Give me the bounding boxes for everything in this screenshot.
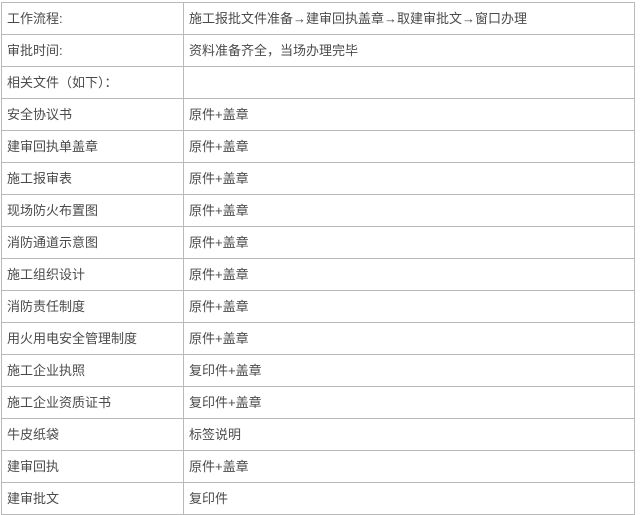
table-row: 消防责任制度 原件+盖章 [1,290,635,323]
row-label-cell: 建审批文 [1,482,184,515]
row-value-cell: 复印件+盖章 [183,354,635,387]
row-label-cell: 现场防火布置图 [1,194,184,227]
row-value-cell: 复印件 [183,482,635,515]
row-label-cell: 施工报审表 [1,162,184,195]
row-label-cell: 消防责任制度 [1,290,184,323]
row-value-cell [183,66,635,99]
row-value-cell: 原件+盖章 [183,130,635,163]
row-label-cell: 施工组织设计 [1,258,184,291]
row-label-cell: 建审回执单盖章 [1,130,184,163]
table-row: 施工企业资质证书 复印件+盖章 [1,386,635,419]
row-label-cell: 消防通道示意图 [1,226,184,259]
table-row: 审批时间: 资料准备齐全，当场办理完毕 [1,34,635,67]
row-label-cell: 施工企业资质证书 [1,386,184,419]
row-label-cell: 用火用电安全管理制度 [1,322,184,355]
table-row: 工作流程: 施工报批文件准备→建审回执盖章→取建审批文→窗口办理 [1,2,635,35]
table-row: 安全协议书 原件+盖章 [1,98,635,131]
row-value-cell: 原件+盖章 [183,226,635,259]
row-label-cell: 施工企业执照 [1,354,184,387]
row-label-cell: 相关文件（如下）： [1,66,184,99]
row-value-cell: 原件+盖章 [183,98,635,131]
row-value-cell: 原件+盖章 [183,450,635,483]
row-value-cell: 复印件+盖章 [183,386,635,419]
row-value-cell: 原件+盖章 [183,322,635,355]
row-value-cell: 资料准备齐全，当场办理完毕 [183,34,635,67]
table-row: 施工企业执照 复印件+盖章 [1,354,635,387]
row-label-cell: 牛皮纸袋 [1,418,184,451]
table-row: 建审回执单盖章 原件+盖章 [1,130,635,163]
row-value-cell: 原件+盖章 [183,162,635,195]
table-row: 用火用电安全管理制度 原件+盖章 [1,322,635,355]
row-value-cell: 原件+盖章 [183,290,635,323]
table-row: 牛皮纸袋 标签说明 [1,418,635,451]
row-value-cell: 原件+盖章 [183,194,635,227]
row-value-cell: 原件+盖章 [183,258,635,291]
row-value-cell: 施工报批文件准备→建审回执盖章→取建审批文→窗口办理 [183,2,635,35]
table-row: 消防通道示意图 原件+盖章 [1,226,635,259]
row-label-cell: 工作流程: [1,2,184,35]
table-row: 施工报审表 原件+盖章 [1,162,635,195]
table-row: 现场防火布置图 原件+盖章 [1,194,635,227]
row-label-cell: 审批时间: [1,34,184,67]
table-row: 建审回执 原件+盖章 [1,450,635,483]
row-value-cell: 标签说明 [183,418,635,451]
table-row: 相关文件（如下）： [1,66,635,99]
table-row: 施工组织设计 原件+盖章 [1,258,635,291]
table-row: 建审批文 复印件 [1,482,635,515]
row-label-cell: 建审回执 [1,450,184,483]
row-label-cell: 安全协议书 [1,98,184,131]
